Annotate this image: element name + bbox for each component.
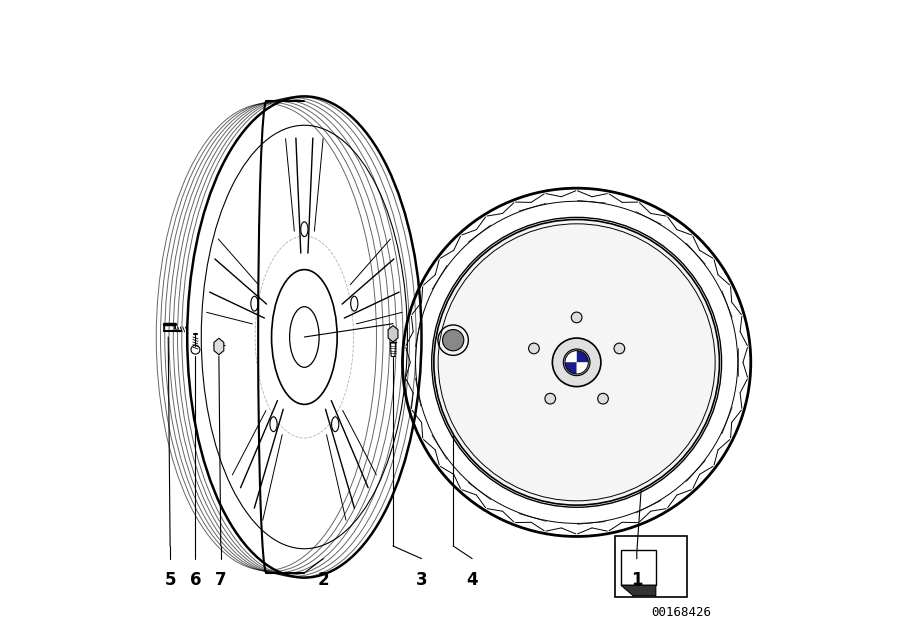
Polygon shape: [577, 350, 589, 363]
Polygon shape: [388, 326, 398, 342]
Polygon shape: [597, 393, 631, 483]
Polygon shape: [462, 296, 543, 349]
Polygon shape: [565, 350, 577, 363]
Text: 2: 2: [318, 571, 329, 590]
Polygon shape: [612, 346, 708, 353]
Polygon shape: [478, 391, 554, 451]
Text: 00168426: 00168426: [651, 605, 711, 619]
Polygon shape: [610, 296, 691, 349]
Polygon shape: [523, 393, 557, 483]
Polygon shape: [214, 338, 224, 355]
Circle shape: [544, 393, 555, 404]
Polygon shape: [565, 363, 577, 374]
Polygon shape: [549, 232, 575, 326]
Circle shape: [563, 349, 590, 376]
Polygon shape: [579, 232, 604, 326]
Polygon shape: [445, 346, 542, 353]
Circle shape: [434, 219, 719, 505]
Text: 3: 3: [416, 571, 428, 590]
Circle shape: [598, 393, 608, 404]
Text: 1: 1: [631, 571, 643, 590]
Text: 5: 5: [165, 571, 176, 590]
Text: 6: 6: [190, 571, 202, 590]
Circle shape: [614, 343, 625, 354]
Polygon shape: [577, 363, 589, 374]
Circle shape: [572, 312, 582, 322]
Polygon shape: [621, 585, 656, 596]
Circle shape: [528, 343, 539, 354]
Text: 4: 4: [466, 571, 478, 590]
Circle shape: [443, 329, 464, 351]
Circle shape: [553, 338, 601, 387]
Text: 7: 7: [215, 571, 227, 590]
Polygon shape: [599, 391, 675, 451]
